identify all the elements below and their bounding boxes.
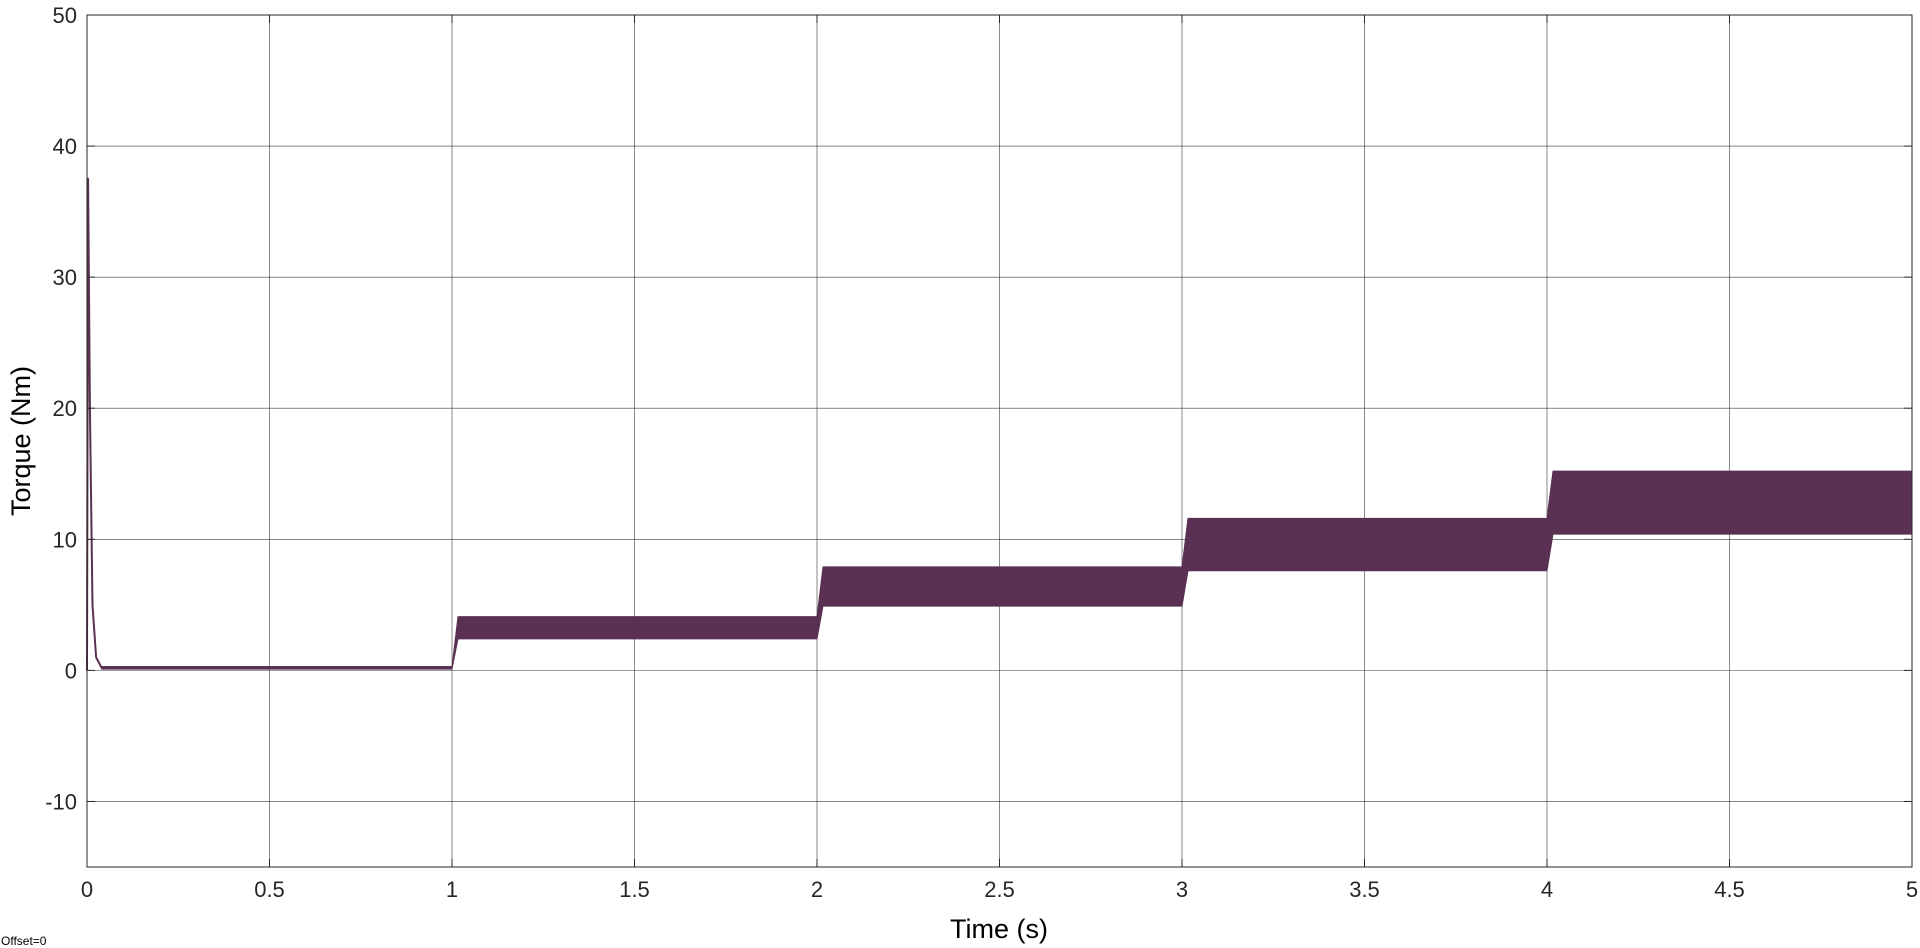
plot-data xyxy=(86,177,1913,671)
y-tick-label: 50 xyxy=(53,3,77,28)
y-axis-label: Torque (Nm) xyxy=(6,366,36,516)
torque-ripple-band xyxy=(101,665,453,670)
y-tick-label: -10 xyxy=(45,789,77,814)
x-tick-label: 4.5 xyxy=(1714,877,1745,902)
x-tick-label: 5 xyxy=(1906,877,1918,902)
y-tick-label: 10 xyxy=(53,527,77,552)
y-tick-label: 30 xyxy=(53,265,77,290)
x-tick-label: 0.5 xyxy=(254,877,285,902)
x-tick-labels: 0 0.5 1 1.5 2 2.5 3 3.5 4 4.5 5 xyxy=(81,15,1918,902)
x-tick-label: 1.5 xyxy=(619,877,650,902)
x-tick-label: 0 xyxy=(81,877,93,902)
x-tick-label: 1 xyxy=(446,877,458,902)
x-tick-label: 3.5 xyxy=(1349,877,1380,902)
y-tick-labels: -10 0 10 20 30 40 50 xyxy=(45,3,1912,814)
x-tick-label: 2 xyxy=(811,877,823,902)
torque-startup-transient xyxy=(86,177,103,671)
x-axis-label: Time (s) xyxy=(950,914,1048,944)
y-tick-label: 20 xyxy=(53,396,77,421)
x-tick-label: 4 xyxy=(1541,877,1553,902)
offset-label: Offset=0 xyxy=(1,934,47,948)
x-tick-label: 3 xyxy=(1176,877,1188,902)
y-tick-label: 40 xyxy=(53,134,77,159)
y-tick-label: 0 xyxy=(65,658,77,683)
x-tick-label: 2.5 xyxy=(984,877,1015,902)
